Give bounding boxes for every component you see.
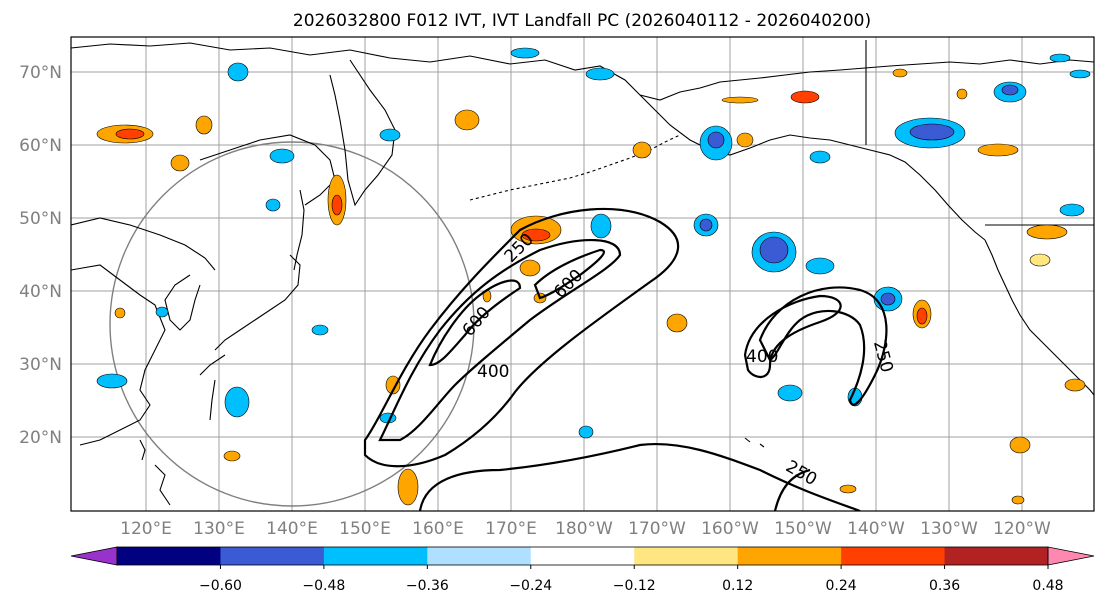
- colorbar-tick-label: −0.60: [199, 578, 242, 594]
- lat-label-70n: 70°N: [19, 63, 62, 83]
- lon-label: 140°W: [847, 519, 905, 539]
- lon-label: 170°E: [485, 519, 537, 539]
- colorbar-tick-label: −0.48: [302, 578, 345, 594]
- lon-labels: 120°E 130°E 140°E 150°E 160°E 170°E 180°…: [120, 519, 1051, 539]
- ivt-shading: [96, 47, 1091, 506]
- colorbar-segment: [427, 547, 532, 565]
- colorbar-ticks: −0.60 −0.48 −0.36 −0.24 −0.12 0.12 0.24 0.36 0.4…: [199, 565, 1064, 594]
- contour-label: 400: [477, 362, 509, 382]
- colorbar: [70, 546, 1095, 566]
- colorbar-segment: [944, 547, 1049, 565]
- lon-label: 150°W: [774, 519, 832, 539]
- colorbar-tick-label: −0.36: [406, 578, 449, 594]
- colorbar-segment: [323, 547, 428, 565]
- colorbar-segment: [220, 547, 325, 565]
- colorbar-extend-high: [1047, 546, 1095, 566]
- lon-label: 160°W: [701, 519, 759, 539]
- lat-labels: 70°N 60°N 50°N 40°N 30°N 20°N: [19, 63, 62, 448]
- lat-label-60n: 60°N: [19, 136, 62, 156]
- lon-label: 130°W: [920, 519, 978, 539]
- lat-label-20n: 20°N: [19, 428, 62, 448]
- lon-label: 170°W: [628, 519, 686, 539]
- colorbar-segment: [634, 547, 739, 565]
- colorbar-tick-label: −0.24: [509, 578, 552, 594]
- colorbar-segment: [530, 547, 635, 565]
- lat-label-50n: 50°N: [19, 209, 62, 229]
- colorbar-segment: [841, 547, 946, 565]
- lon-label: 140°E: [266, 519, 318, 539]
- lon-label: 120°E: [120, 519, 172, 539]
- ivt-contours: [363, 207, 888, 511]
- colorbar-tick-label: 0.48: [1032, 578, 1063, 594]
- lat-label-40n: 40°N: [19, 282, 62, 302]
- colorbar-tick-label: 0.36: [929, 578, 960, 594]
- colorbar-segment: [737, 547, 842, 565]
- lon-label: 120°W: [993, 519, 1051, 539]
- lon-label: 180°W: [555, 519, 613, 539]
- lon-label: 160°E: [412, 519, 464, 539]
- coastlines: [71, 40, 1094, 506]
- colorbar-tick-label: 0.24: [826, 578, 857, 594]
- lon-label: 130°E: [193, 519, 245, 539]
- contour-label: 400: [746, 347, 778, 367]
- colorbar-tick-label: −0.12: [613, 578, 656, 594]
- lat-label-30n: 30°N: [19, 355, 62, 375]
- lon-label: 150°E: [339, 519, 391, 539]
- colorbar-extend-low: [70, 546, 118, 566]
- colorbar-tick-label: 0.12: [722, 578, 753, 594]
- colorbar-segment: [117, 547, 221, 565]
- map-title: 2026032800 F012 IVT, IVT Landfall PC (20…: [293, 11, 871, 31]
